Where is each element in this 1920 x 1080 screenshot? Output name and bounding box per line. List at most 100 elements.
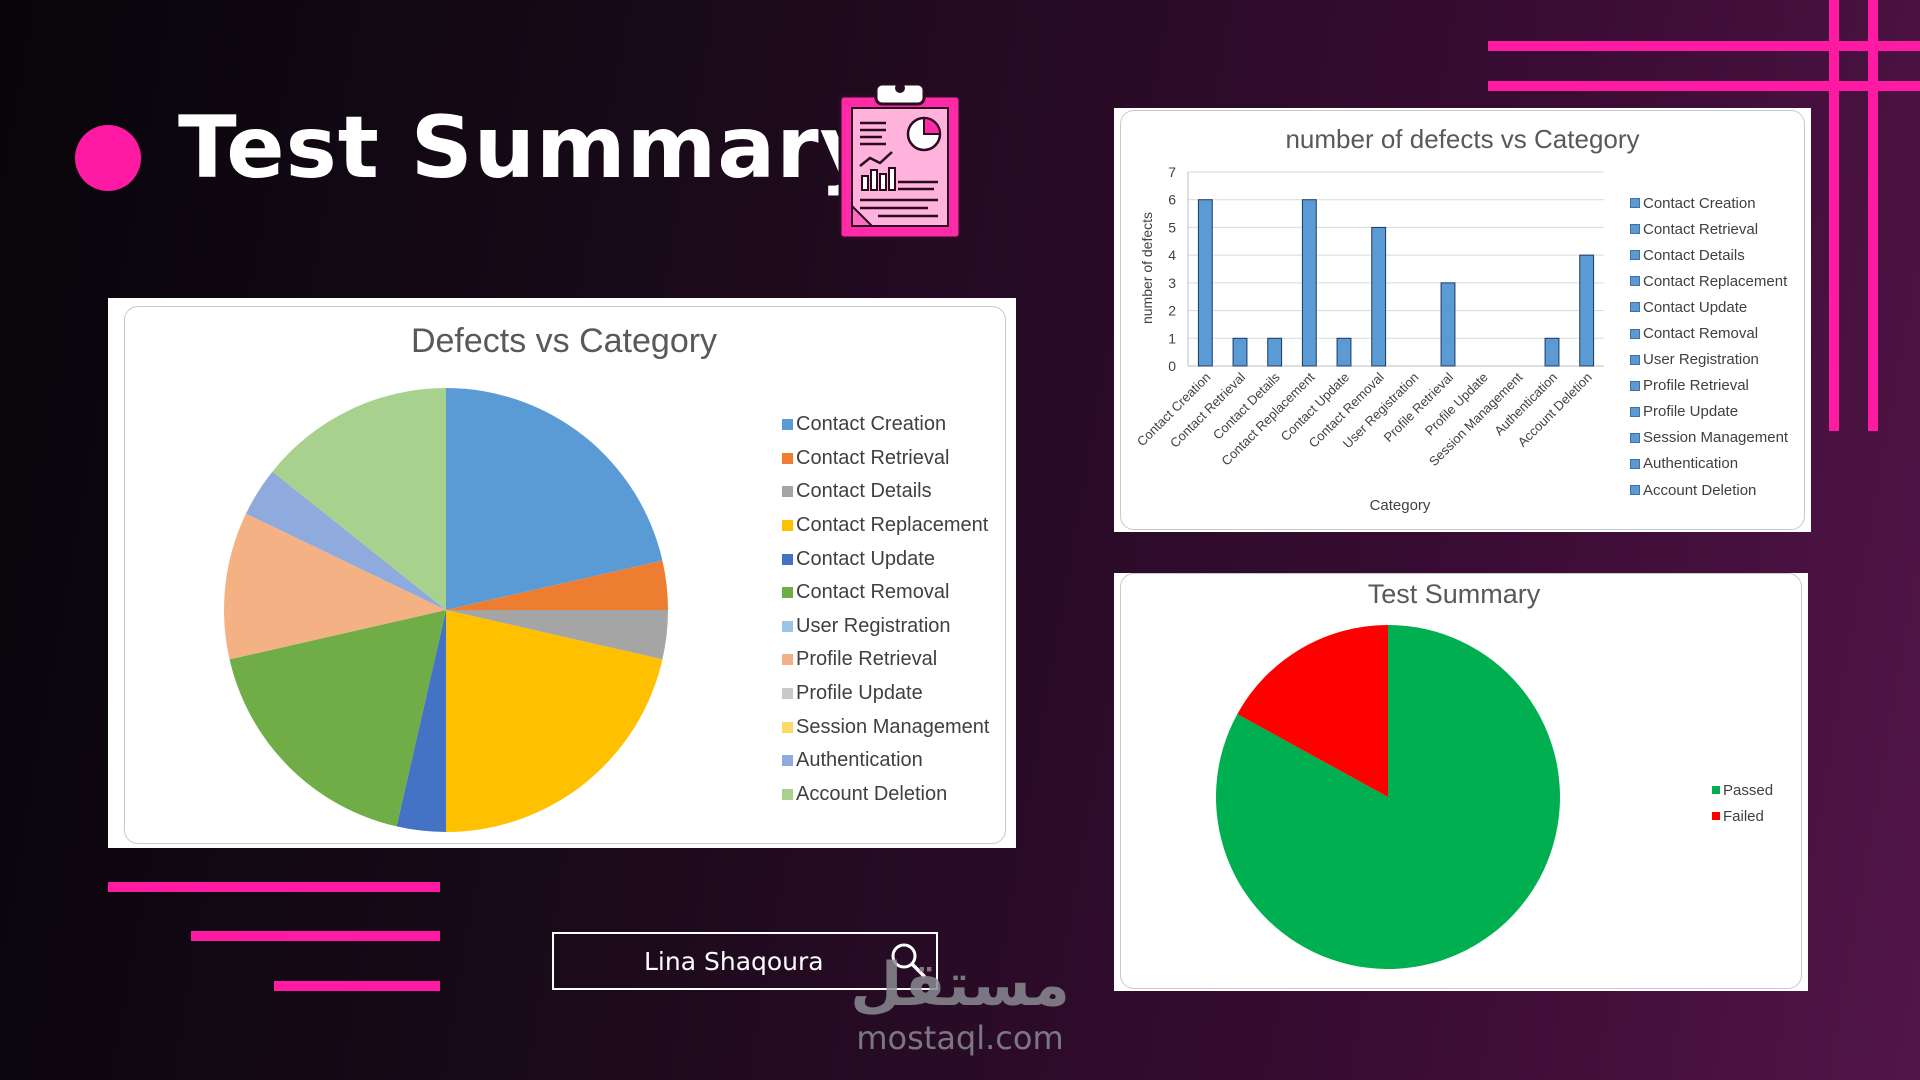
- defects-bar-legend-contact-details: Contact Details: [1630, 242, 1788, 268]
- defects-bar-y-tick: 6: [1168, 192, 1176, 208]
- defects-pie-legend-swatch: [782, 486, 793, 498]
- decor-line-bottom-2: [191, 931, 440, 941]
- test-summary-legend-failed: Failed: [1712, 803, 1773, 829]
- clipboard-report-icon: [838, 82, 962, 240]
- defects-pie-legend-swatch: [782, 419, 793, 431]
- defects-pie-legend-label: Contact Details: [796, 480, 932, 503]
- defects-pie-legend-swatch: [782, 688, 793, 700]
- defects-pie-legend-account-deletion: Account Deletion: [782, 778, 989, 812]
- defects-bar-contact-update: [1336, 337, 1352, 367]
- defects-pie-legend-swatch: [782, 587, 793, 599]
- defects-bar-y-tick: 4: [1168, 247, 1176, 263]
- test-summary-legend: Passed Failed: [1712, 777, 1773, 829]
- page-title: Test Summary: [178, 98, 877, 198]
- defects-bar-authentication: [1544, 337, 1560, 367]
- defects-bar-legend-contact-update: Contact Update: [1630, 294, 1788, 320]
- defects-pie-slice-profile-retrieval: [224, 513, 446, 660]
- search-icon[interactable]: [888, 940, 928, 980]
- defects-pie-legend-swatch: [782, 755, 793, 767]
- defects-bar-y-tick: 5: [1168, 219, 1176, 235]
- defects-pie-chart: [224, 388, 668, 832]
- defects-bar-legend-label: Contact Retrieval: [1643, 220, 1759, 238]
- defects-pie-card: Defects vs Category Contact Creation Cont…: [108, 298, 1016, 848]
- defects-pie-legend-label: Authentication: [796, 749, 923, 772]
- defects-pie-legend-contact-retrieval: Contact Retrieval: [782, 442, 989, 476]
- defects-bar-contact-details: [1267, 337, 1283, 367]
- defects-bar-contact-creation: [1197, 199, 1213, 367]
- defects-pie-legend-swatch: [782, 654, 793, 666]
- defects-pie-legend-user-registration: User Registration: [782, 610, 989, 644]
- defects-pie-legend-label: Contact Creation: [796, 413, 947, 436]
- defects-bar-legend-label: Profile Update: [1643, 403, 1739, 421]
- defects-bar-legend-profile-retrieval: Profile Retrieval: [1630, 373, 1788, 399]
- defects-pie-legend-session-management: Session Management: [782, 710, 989, 744]
- author-search-box[interactable]: Lina Shaqoura: [552, 932, 938, 990]
- defects-pie-legend-label: Contact Update: [796, 547, 935, 570]
- defects-bar-legend-swatch: [1630, 198, 1640, 209]
- defects-bar-legend-label: Contact Details: [1643, 246, 1745, 264]
- defects-bar-y-tick: 2: [1168, 303, 1176, 319]
- author-name: Lina Shaqoura: [644, 947, 824, 976]
- defects-bar-legend-contact-removal: Contact Removal: [1630, 320, 1788, 346]
- defects-pie-legend-profile-retrieval: Profile Retrieval: [782, 643, 989, 677]
- test-summary-pie-chart: [1216, 625, 1560, 969]
- defects-pie-legend-swatch: [782, 520, 793, 532]
- defects-pie-legend-contact-update: Contact Update: [782, 542, 989, 576]
- test-summary-legend-label: Passed: [1723, 781, 1774, 799]
- defects-pie-legend-label: User Registration: [796, 614, 951, 637]
- defects-bar-legend-label: Contact Replacement: [1643, 272, 1788, 290]
- defects-bar-card: number of defects vs Category 0 1 2 3 4 5 6 7 Co…: [1114, 108, 1811, 532]
- defects-pie-legend-swatch: [782, 721, 793, 733]
- defects-pie-legend-swatch: [782, 620, 793, 632]
- defects-pie-legend-label: Contact Retrieval: [796, 446, 950, 469]
- defects-bar-legend-swatch: [1630, 250, 1640, 261]
- defects-bar-legend-label: Session Management: [1643, 429, 1789, 447]
- defects-bar-legend-profile-update: Profile Update: [1630, 399, 1788, 425]
- defects-bar-contact-replacement: [1301, 199, 1317, 367]
- defects-pie-slice-contact-replacement: [446, 610, 663, 832]
- defects-bar-y-tick: 0: [1168, 358, 1176, 374]
- decor-line-top-1: [1488, 41, 1920, 51]
- defects-bar-legend-swatch: [1630, 302, 1640, 313]
- defects-bar-legend-swatch: [1630, 224, 1640, 235]
- defects-bar-legend-swatch: [1630, 458, 1640, 469]
- watermark-latin: mostaql.com: [856, 1019, 1064, 1057]
- defects-bar-legend-swatch: [1630, 276, 1640, 287]
- defects-pie-title: Defects vs Category: [410, 322, 718, 360]
- defects-bar-account-deletion: [1579, 254, 1595, 367]
- defects-bar-legend-contact-replacement: Contact Replacement: [1630, 268, 1788, 294]
- defects-bar-legend-label: Profile Retrieval: [1643, 377, 1749, 395]
- defects-pie-legend-label: Contact Removal: [796, 581, 950, 604]
- defects-bar-legend: Contact Creation Contact Retrieval Contact…: [1630, 190, 1788, 503]
- decor-line-bottom-3: [274, 981, 440, 991]
- decor-line-vertical-2: [1868, 0, 1878, 431]
- defects-bar-legend-swatch: [1630, 380, 1640, 391]
- defects-pie-legend-swatch: [782, 553, 793, 565]
- defects-pie-legend-label: Profile Retrieval: [796, 648, 938, 671]
- defects-bar-legend-swatch: [1630, 406, 1640, 417]
- defects-bar-y-tick: 3: [1168, 275, 1176, 291]
- defects-bar-y-tick: 7: [1168, 164, 1176, 180]
- decor-line-vertical-1: [1829, 0, 1839, 431]
- defects-bar-x-label: Category: [1370, 497, 1431, 514]
- defects-bar-profile-retrieval: [1440, 282, 1456, 367]
- defects-bar-contact-retrieval: [1232, 337, 1248, 367]
- defects-bar-legend-contact-retrieval: Contact Retrieval: [1630, 216, 1788, 242]
- defects-bar-legend-contact-creation: Contact Creation: [1630, 190, 1788, 216]
- defects-pie-legend-profile-update: Profile Update: [782, 677, 989, 711]
- watermark-arabic: مستقل: [850, 950, 1070, 1020]
- test-summary-legend-passed: Passed: [1712, 777, 1773, 803]
- defects-bar-legend-swatch: [1630, 328, 1640, 339]
- defects-pie-slice-contact-details: [446, 610, 668, 660]
- test-summary-legend-swatch: [1712, 786, 1720, 794]
- defects-pie-legend-contact-removal: Contact Removal: [782, 576, 989, 610]
- defects-pie-legend-label: Contact Replacement: [796, 514, 989, 537]
- defects-bar-y-tick: 1: [1168, 330, 1176, 346]
- defects-pie-slice-authentication: [245, 471, 446, 610]
- defects-bar-legend-session-management: Session Management: [1630, 425, 1788, 451]
- defects-bar-legend-label: Contact Update: [1643, 298, 1748, 316]
- defects-pie-legend-swatch: [782, 788, 793, 800]
- defects-bar-legend-account-deletion: Account Deletion: [1630, 477, 1788, 503]
- defects-pie-legend-contact-details: Contact Details: [782, 475, 989, 509]
